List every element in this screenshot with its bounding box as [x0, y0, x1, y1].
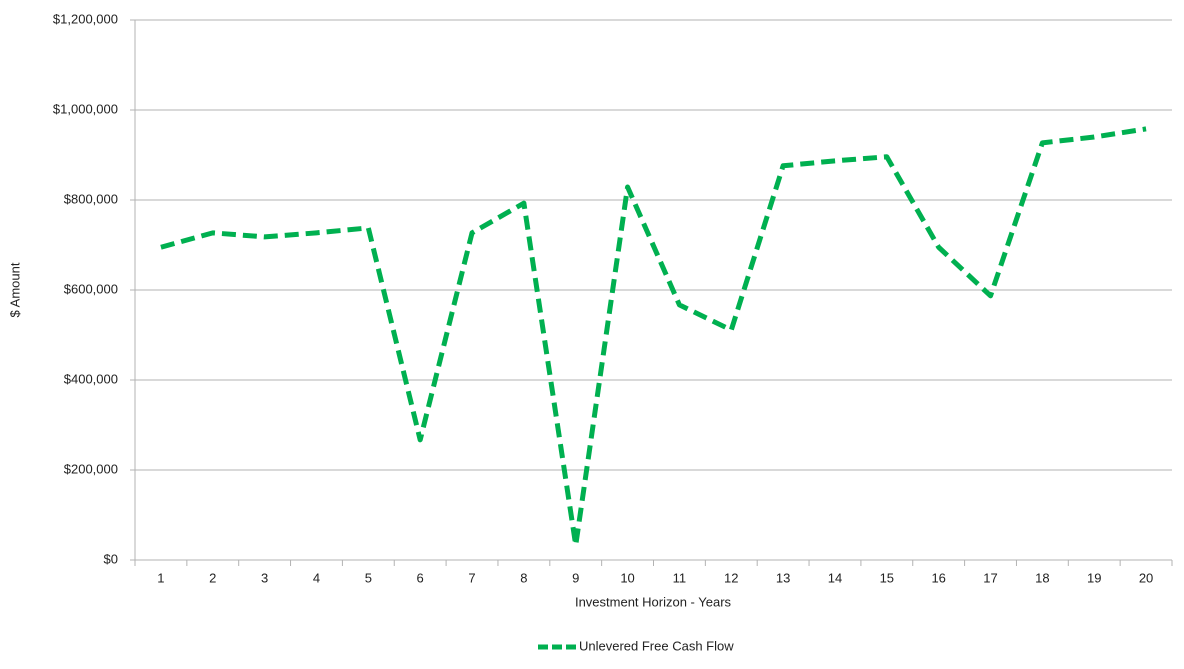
x-tick-label: 16	[931, 570, 945, 585]
y-tick-label: $1,000,000	[53, 101, 118, 116]
x-tick-label: 15	[880, 570, 894, 585]
y-tick-label: $0	[104, 551, 118, 566]
y-tick-label: $600,000	[64, 281, 118, 296]
x-tick-label: 11	[673, 570, 687, 585]
x-tick-label: 3	[261, 570, 268, 585]
x-tick-label: 10	[620, 570, 634, 585]
x-tick-label: 12	[724, 570, 738, 585]
x-tick-label: 20	[1139, 570, 1153, 585]
x-tick-label: 18	[1035, 570, 1049, 585]
x-tick-label: 13	[776, 570, 790, 585]
x-tick-label: 5	[365, 570, 372, 585]
y-tick-label: $200,000	[64, 461, 118, 476]
x-tick-label: 9	[572, 570, 579, 585]
data-line	[160, 126, 1147, 548]
x-tick-label: 7	[468, 570, 475, 585]
x-tick-label: 14	[828, 570, 842, 585]
x-tick-label: 4	[313, 570, 320, 585]
y-tick-label: $400,000	[64, 371, 118, 386]
y-tick-label: $800,000	[64, 191, 118, 206]
x-axis-title: Investment Horizon - Years	[575, 594, 732, 609]
x-tick-label: 19	[1087, 570, 1101, 585]
x-tick-label: 17	[983, 570, 997, 585]
x-tick-label: 8	[520, 570, 527, 585]
x-tick-label: 1	[157, 570, 164, 585]
x-tick-label: 6	[417, 570, 424, 585]
x-tick-label: 2	[209, 570, 216, 585]
y-axis-title: $ Amount	[7, 262, 22, 317]
y-tick-label: $1,200,000	[53, 11, 118, 26]
legend-label: Unlevered Free Cash Flow	[579, 638, 734, 653]
